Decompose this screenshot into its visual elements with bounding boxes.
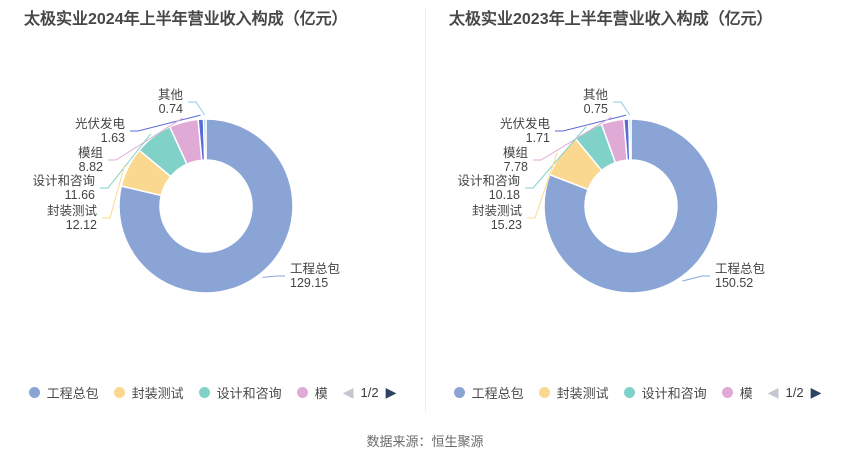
legend-item-模[interactable]: 模 [721,383,753,402]
slice-label-模组: 模组7.78 [503,146,528,174]
legend-label: 设计和咨询 [216,385,282,401]
label-connector-设计和咨询 [525,126,587,189]
label-connector-模组 [108,117,183,161]
label-connector-其他 [613,101,631,116]
svg-text:设计和咨询: 设计和咨询 [32,173,95,188]
pie-slice-工程总包[interactable] [543,118,719,294]
svg-text:1.63: 1.63 [101,131,125,145]
legend-label: 模 [739,385,753,401]
slice-label-其他: 其他0.75 [583,88,609,116]
svg-text:设计和咨询: 设计和咨询 [457,173,520,188]
legend-next-button[interactable]: ▶ [810,384,822,400]
panel-divider [425,8,426,412]
legend-items: 工程总包 封装测试 设计和咨询 模 [453,383,768,402]
pie-slice-工程总包[interactable] [118,118,294,294]
chart-title-2024: 太极实业2024年上半年营业收入构成（亿元） [24,11,348,28]
label-connector-其他 [188,101,206,116]
legend-page-indicator: 1/2 [360,384,379,400]
svg-text:150.52: 150.52 [715,276,753,290]
pie-slice-其他[interactable] [202,118,207,161]
legend-item-封装测试[interactable]: 封装测试 [113,383,184,402]
legend-item-设计和咨询[interactable]: 设计和咨询 [623,383,707,402]
legend-page-indicator: 1/2 [785,384,804,400]
svg-text:光伏发电: 光伏发电 [75,116,126,131]
label-connector-封装测试 [527,152,558,219]
label-connector-光伏发电 [555,114,627,132]
legend-marker [453,386,465,398]
legend-label: 封装测试 [556,385,609,401]
legend-item-模[interactable]: 模 [296,383,328,402]
svg-text:工程总包: 工程总包 [715,261,765,276]
legend-item-设计和咨询[interactable]: 设计和咨询 [198,383,282,402]
label-connector-工程总包 [262,275,285,278]
legend-items: 工程总包 封装测试 设计和咨询 模 [28,383,343,402]
legend-label: 模 [314,385,328,401]
svg-text:0.75: 0.75 [584,102,608,116]
pie-slice-其他[interactable] [628,118,632,161]
legend-label: 工程总包 [46,385,99,401]
svg-text:封装测试: 封装测试 [47,203,98,218]
svg-text:光伏发电: 光伏发电 [500,116,551,131]
chart-panel-2024: 太极实业2024年上半年营业收入构成（亿元） 其他 0.74 光伏发电 1.63 模组 8… [0,0,425,403]
svg-text:7.78: 7.78 [504,160,528,174]
legend-2023: 工程总包 封装测试 设计和咨询 模 ◀ 1/2 ▶ [425,381,850,403]
legend-marker [113,386,125,398]
legend-marker [198,386,210,398]
legend-marker [28,386,40,398]
legend-label: 设计和咨询 [641,385,707,401]
svg-text:11.66: 11.66 [65,188,95,202]
legend-marker [296,386,308,398]
label-connector-模组 [533,116,612,161]
charts-row: 太极实业2024年上半年营业收入构成（亿元） 其他 0.74 光伏发电 1.63 模组 8… [0,0,850,403]
label-connector-设计和咨询 [100,133,152,189]
chart-title-2023: 太极实业2023年上半年营业收入构成（亿元） [449,11,773,28]
svg-text:其他: 其他 [583,88,609,102]
svg-text:封装测试: 封装测试 [472,203,523,218]
label-connector-封装测试 [102,165,126,219]
legend-prev-button[interactable]: ◀ [767,384,779,400]
legend-item-工程总包[interactable]: 工程总包 [453,383,524,402]
slice-label-模组: 模组8.82 [78,146,103,174]
label-connector-工程总包 [682,275,710,282]
svg-text:8.82: 8.82 [79,160,103,174]
legend-marker [721,386,733,398]
svg-text:0.74: 0.74 [159,102,183,116]
svg-text:129.15: 129.15 [290,276,328,290]
legend-prev-button[interactable]: ◀ [342,384,354,400]
chart-panel-2023: 太极实业2023年上半年营业收入构成（亿元） 其他 0.75 光伏发电 1.71 模组 7… [425,0,850,403]
legend-2024: 工程总包 封装测试 设计和咨询 模 ◀ 1/2 ▶ [0,381,425,403]
svg-text:模组: 模组 [78,146,103,160]
legend-item-工程总包[interactable]: 工程总包 [28,383,99,402]
svg-text:15.23: 15.23 [491,218,522,232]
legend-label: 封装测试 [131,385,184,401]
svg-text:其他: 其他 [158,88,184,102]
legend-next-button[interactable]: ▶ [385,384,397,400]
svg-text:工程总包: 工程总包 [290,261,340,276]
legend-item-封装测试[interactable]: 封装测试 [538,383,609,402]
svg-text:10.18: 10.18 [489,188,520,202]
svg-text:模组: 模组 [503,146,528,160]
legend-marker [623,386,635,398]
legend-label: 工程总包 [471,385,524,401]
svg-text:12.12: 12.12 [66,218,97,232]
slice-label-其他: 其他0.74 [158,88,184,116]
svg-text:1.71: 1.71 [526,131,550,145]
data-source: 数据来源：恒生聚源 [366,434,484,449]
legend-marker [538,386,550,398]
